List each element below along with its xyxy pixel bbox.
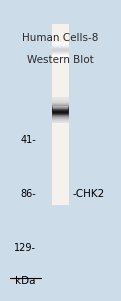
Bar [52, 109, 69, 110]
Bar [52, 49, 69, 50]
Text: Western Blot: Western Blot [27, 55, 94, 65]
Bar [53, 107, 68, 108]
Bar [52, 112, 69, 113]
Bar [52, 99, 69, 100]
Bar [52, 119, 69, 120]
Bar [53, 117, 68, 118]
Bar [52, 102, 69, 103]
Text: kDa: kDa [15, 276, 36, 287]
Bar [52, 100, 69, 101]
Bar [52, 107, 69, 108]
Bar [52, 52, 69, 53]
Bar [53, 112, 68, 113]
Bar [52, 116, 69, 117]
Bar [52, 56, 69, 57]
Text: Human Cells-8: Human Cells-8 [22, 33, 99, 43]
Bar [52, 51, 69, 52]
Bar [52, 121, 69, 122]
Bar [53, 108, 68, 109]
Bar [52, 50, 69, 51]
Bar [52, 118, 69, 119]
Bar [52, 110, 69, 111]
Text: 129-: 129- [14, 243, 36, 253]
Bar [53, 114, 68, 115]
Bar [52, 106, 69, 107]
Bar [52, 113, 69, 114]
Bar [52, 56, 69, 57]
Bar [52, 44, 69, 45]
Bar [52, 108, 69, 109]
Bar [52, 104, 69, 105]
Bar [52, 115, 69, 116]
Bar [53, 113, 68, 114]
Bar [52, 111, 69, 112]
Bar [52, 121, 69, 122]
Bar [52, 122, 69, 123]
Bar [52, 114, 69, 115]
Bar [53, 110, 68, 111]
Text: 41-: 41- [21, 135, 36, 145]
Bar [52, 53, 69, 54]
Bar [53, 112, 68, 113]
Bar [52, 53, 69, 54]
Bar [52, 101, 69, 102]
Bar [52, 45, 69, 46]
Bar [52, 47, 69, 48]
Bar [52, 97, 69, 98]
Bar [52, 24, 69, 205]
Bar [52, 43, 69, 44]
Bar [52, 112, 69, 113]
Bar [52, 118, 69, 119]
Bar [52, 42, 69, 43]
Text: 86-: 86- [21, 189, 36, 199]
Bar [52, 103, 69, 104]
Bar [52, 105, 69, 106]
Bar [52, 115, 69, 116]
Bar [53, 116, 68, 117]
Bar [53, 115, 68, 116]
Bar [52, 44, 69, 45]
Bar [52, 55, 69, 56]
Bar [52, 98, 69, 99]
Bar [53, 115, 68, 116]
Bar [52, 120, 69, 121]
Bar [52, 54, 69, 55]
Text: -CHK2: -CHK2 [73, 189, 105, 199]
Bar [52, 122, 69, 123]
Bar [52, 46, 69, 47]
Bar [52, 117, 69, 118]
Bar [52, 48, 69, 49]
Bar [53, 111, 68, 112]
Bar [52, 47, 69, 48]
Bar [52, 50, 69, 51]
Bar [53, 109, 68, 110]
Bar [52, 120, 69, 121]
